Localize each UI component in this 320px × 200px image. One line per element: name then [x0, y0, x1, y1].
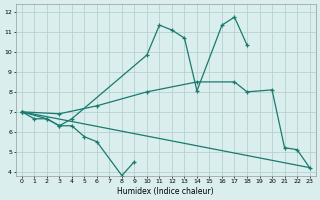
- X-axis label: Humidex (Indice chaleur): Humidex (Indice chaleur): [117, 187, 214, 196]
